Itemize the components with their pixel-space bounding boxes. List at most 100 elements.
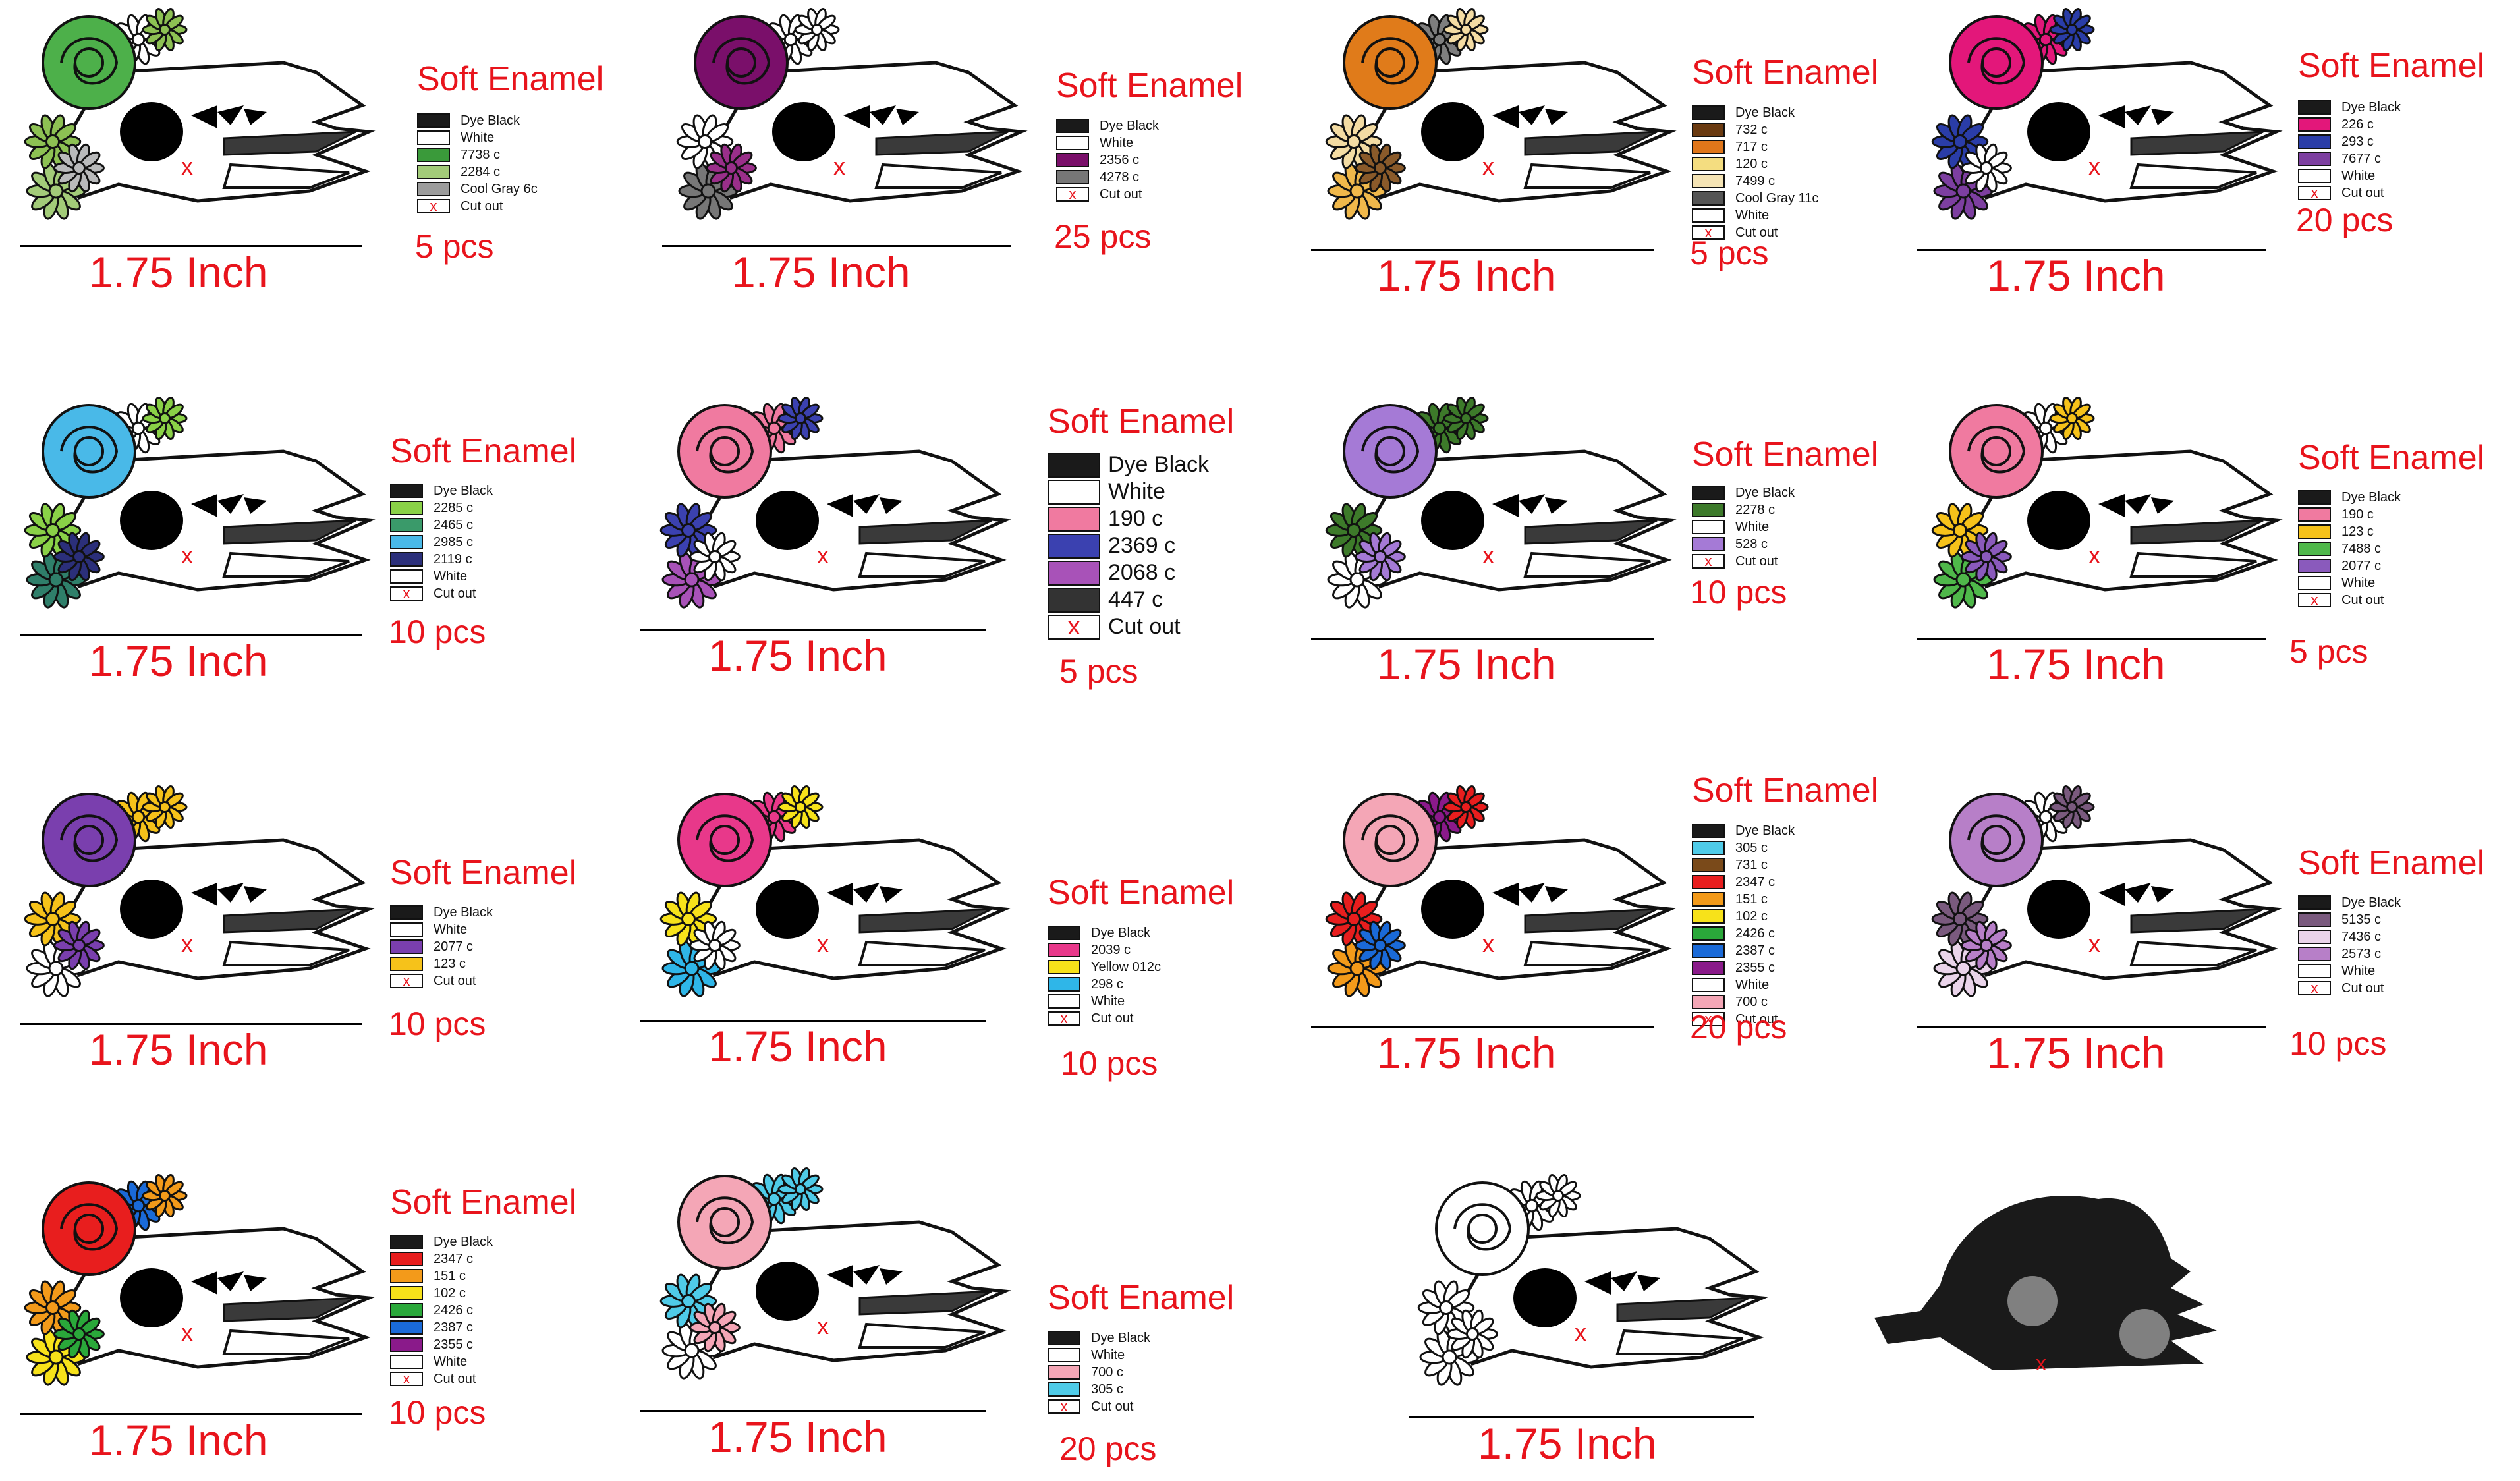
- legend-label: 151 c: [1735, 891, 1768, 907]
- color-swatch: [1692, 503, 1725, 517]
- eye-socket: [1513, 1268, 1577, 1327]
- cut-mark: x: [181, 1319, 193, 1346]
- cutout-swatch: x: [1048, 1398, 1080, 1414]
- cut-mark: x: [1482, 930, 1494, 957]
- legend-row: 123 c: [2298, 523, 2401, 540]
- flower-crown: [24, 1173, 188, 1386]
- artwork-frame: x: [7, 777, 376, 1015]
- color-legend: Dye Black 305 c 731 c 2347 c 151 c 102 c 2426 …: [1692, 822, 1795, 1028]
- legend-row: 2465 c: [390, 517, 493, 534]
- legend-row: x Cut out: [1048, 1398, 1150, 1415]
- legend-row: Dye Black: [1056, 117, 1159, 134]
- artwork-frame: x: [1308, 0, 1677, 237]
- color-swatch: [1048, 1348, 1080, 1362]
- flower-crown: [676, 7, 840, 220]
- legend-label: Dye Black: [1100, 118, 1160, 133]
- legend-label: Dye Black: [1091, 925, 1151, 940]
- legend-row: White: [1692, 976, 1795, 993]
- size-label: 1.75 Inch: [1478, 1419, 1657, 1468]
- artwork-frame: x: [7, 1166, 376, 1403]
- quantity-label: 5 pcs: [1690, 235, 1769, 271]
- skull-body: x: [1451, 1227, 1769, 1369]
- legend-row: 717 c: [1692, 138, 1818, 155]
- legend-row: 2068 c: [1048, 559, 1209, 586]
- skull-pin-artwork: x: [659, 785, 1011, 997]
- legend-label: White: [2341, 963, 2376, 978]
- cut-mark: x: [181, 153, 193, 180]
- eye-socket: [120, 880, 183, 939]
- cutout-swatch: x: [1692, 1011, 1725, 1027]
- legend-label: 7499 c: [1735, 173, 1776, 188]
- cutout-silhouette: x: [1874, 1196, 2217, 1375]
- skull-body: x: [57, 449, 376, 592]
- legend-label: 731 c: [1735, 857, 1768, 872]
- color-swatch: [1048, 560, 1100, 586]
- legend-label: White: [1091, 1347, 1125, 1362]
- color-swatch: [1048, 994, 1080, 1009]
- cutout-swatch: x: [390, 1370, 423, 1387]
- size-label: 1.75 Inch: [708, 1412, 887, 1461]
- color-swatch: [2298, 895, 2331, 910]
- color-swatch: [1692, 961, 1725, 975]
- color-swatch: [390, 922, 423, 937]
- skull-body: x: [693, 838, 1011, 980]
- cutout-swatch: x: [1692, 224, 1725, 240]
- legend-row: 2369 c: [1048, 532, 1209, 559]
- eye-socket: [120, 1268, 183, 1327]
- color-swatch: [1056, 153, 1089, 167]
- cutout-swatch: x: [1056, 186, 1089, 202]
- size-rule: [1311, 638, 1654, 640]
- artwork-frame: x: [7, 0, 376, 237]
- quantity-label: 5 pcs: [415, 228, 494, 265]
- legend-label: 2355 c: [434, 1337, 474, 1352]
- legend-label: 123 c: [434, 956, 466, 971]
- legend-label: 4278 c: [1100, 169, 1140, 184]
- legend-label: 102 c: [1735, 908, 1768, 924]
- legend-row: 7488 c: [2298, 540, 2401, 557]
- flower-crown: [1931, 396, 2095, 609]
- legend-label: Dye Black: [2341, 489, 2401, 505]
- quantity-label: 5 pcs: [2289, 633, 2368, 670]
- cut-mark: x: [1704, 553, 1712, 569]
- quantity-label: 5 pcs: [1059, 653, 1138, 690]
- color-legend: Dye Black White 7738 c 2284 c Cool Gray 6c x C…: [417, 112, 538, 215]
- legend-row: White: [1692, 207, 1818, 224]
- cutout-swatch: x: [1048, 1010, 1080, 1026]
- legend-label: Cool Gray 11c: [1735, 190, 1819, 206]
- size-label: 1.75 Inch: [89, 1416, 268, 1465]
- legend-row: Cool Gray 11c: [1692, 190, 1818, 207]
- color-swatch: [2298, 507, 2331, 522]
- size-label: 1.75 Inch: [89, 1025, 268, 1074]
- artwork-frame: x: [642, 1160, 1011, 1397]
- finish-title: Soft Enamel: [390, 1183, 577, 1221]
- color-swatch: [390, 1286, 423, 1300]
- finish-title: Soft Enamel: [1048, 874, 1235, 912]
- color-swatch: [1056, 170, 1089, 184]
- flower-crown: [659, 1167, 824, 1380]
- finish-title: Soft Enamel: [390, 432, 577, 470]
- legend-label: 226 c: [2341, 117, 2374, 132]
- color-swatch: [1048, 506, 1100, 532]
- legend-label: 2039 c: [1091, 942, 1131, 957]
- color-swatch: [2298, 490, 2331, 505]
- flower-crown: [1325, 7, 1489, 220]
- legend-label: 190 c: [1108, 506, 1163, 531]
- size-rule: [662, 245, 1011, 247]
- eye-socket: [772, 102, 835, 161]
- color-swatch: [1692, 537, 1725, 551]
- legend-label: Dye Black: [2341, 99, 2401, 115]
- color-legend: Dye Black 2285 c 2465 c 2985 c 2119 c White x C…: [390, 482, 493, 602]
- artwork-frame: x: [1914, 389, 2283, 626]
- legend-row: x Cut out: [1692, 553, 1795, 570]
- legend-label: 717 c: [1735, 139, 1768, 154]
- cut-mark: x: [403, 972, 410, 989]
- legend-row: 7738 c: [417, 146, 538, 163]
- legend-label: Dye Black: [461, 113, 520, 128]
- legend-row: Dye Black: [2298, 489, 2401, 506]
- skull-pin-artwork: x: [1417, 1173, 1769, 1386]
- quantity-label: 10 pcs: [1690, 574, 1787, 611]
- legend-row: White: [1048, 993, 1161, 1010]
- color-swatch: [390, 518, 423, 532]
- cut-mark: x: [817, 1312, 829, 1339]
- eye-socket: [2027, 102, 2090, 161]
